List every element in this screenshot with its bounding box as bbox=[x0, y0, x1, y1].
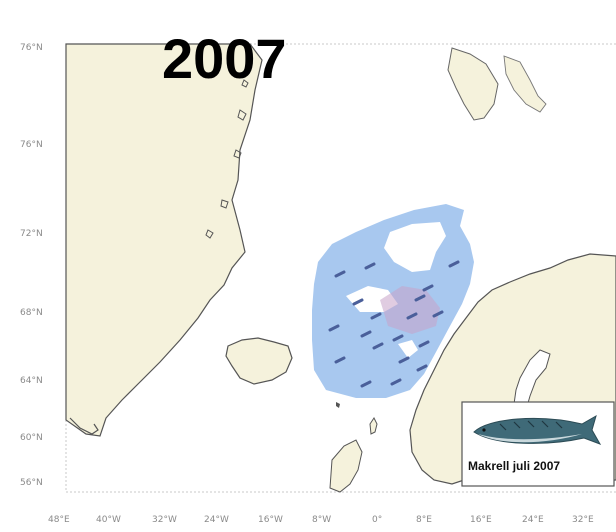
distribution-gap-small bbox=[398, 340, 418, 358]
lon-label-24e: 24°E bbox=[522, 515, 544, 525]
lon-label-16w: 16°W bbox=[258, 515, 283, 525]
greenland-land bbox=[65, 43, 263, 437]
svalbard-east bbox=[503, 55, 547, 113]
britain-north bbox=[329, 439, 363, 493]
legend-box: Makrell juli 2007 bbox=[461, 401, 615, 487]
lon-label-40w: 40°W bbox=[96, 515, 121, 525]
lat-label-56: 56°N bbox=[20, 478, 43, 488]
lat-label-68: 68°N bbox=[20, 308, 43, 318]
lat-label-76-top: 76°N bbox=[20, 43, 43, 53]
lon-label-0: 0° bbox=[372, 515, 382, 525]
lat-label-72: 72°N bbox=[20, 229, 43, 239]
lon-label-8e: 8°E bbox=[416, 515, 432, 525]
station-markers bbox=[328, 260, 460, 388]
lat-label-64: 64°N bbox=[20, 376, 43, 386]
lon-label-24w: 24°W bbox=[204, 515, 229, 525]
legend-label: Makrell juli 2007 bbox=[468, 459, 560, 473]
lon-label-16e: 16°E bbox=[470, 515, 492, 525]
lat-label-76: 76°N bbox=[20, 140, 43, 150]
faroe-islands bbox=[336, 402, 340, 408]
lon-label-48e: 48°E bbox=[48, 515, 70, 525]
lon-label-32e: 32°E bbox=[572, 515, 594, 525]
distribution-gap-north bbox=[384, 222, 446, 272]
greenland-coast-islands bbox=[205, 79, 249, 239]
mackerel-fish-icon bbox=[473, 414, 602, 445]
iceland-land bbox=[225, 337, 293, 385]
year-title: 2007 bbox=[162, 27, 287, 90]
lat-label-60: 60°N bbox=[20, 433, 43, 443]
high-density-zone bbox=[380, 286, 440, 334]
lon-label-32w: 32°W bbox=[152, 515, 177, 525]
lon-label-8w: 8°W bbox=[312, 515, 331, 525]
svalbard-land bbox=[447, 47, 499, 121]
greenland-southtip bbox=[69, 417, 99, 435]
shetland bbox=[369, 417, 378, 435]
